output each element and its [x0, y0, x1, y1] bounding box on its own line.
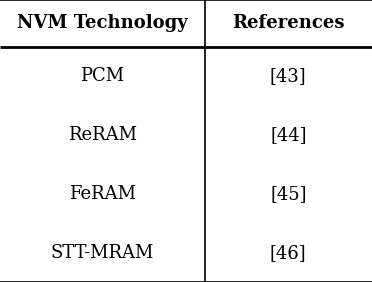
- Text: ReRAM: ReRAM: [68, 126, 137, 144]
- Text: [44]: [44]: [270, 126, 307, 144]
- Text: STT-MRAM: STT-MRAM: [51, 244, 154, 262]
- Text: References: References: [232, 14, 344, 32]
- Text: PCM: PCM: [80, 67, 124, 85]
- Text: [46]: [46]: [270, 244, 307, 262]
- Text: [45]: [45]: [270, 185, 307, 203]
- Text: NVM Technology: NVM Technology: [17, 14, 188, 32]
- Text: [43]: [43]: [270, 67, 307, 85]
- Text: FeRAM: FeRAM: [69, 185, 136, 203]
